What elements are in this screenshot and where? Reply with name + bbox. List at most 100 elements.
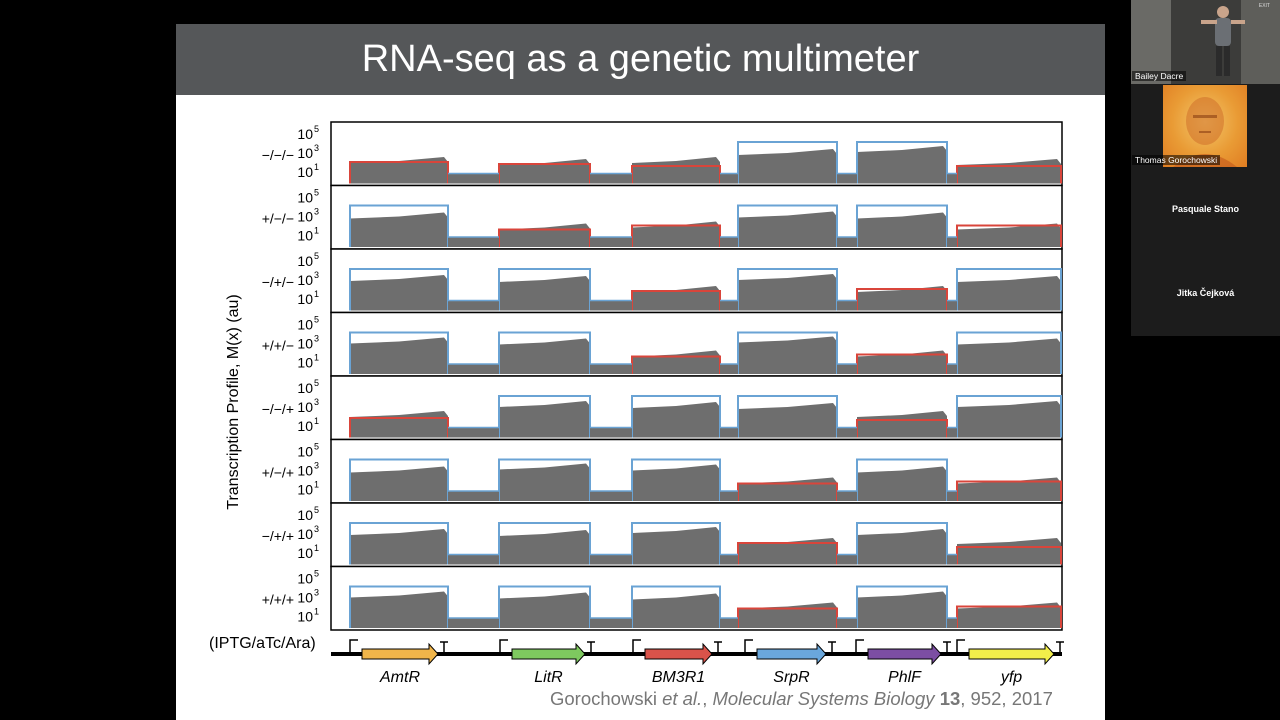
expression-fill [350, 212, 448, 247]
y-tick-exponent: 3 [314, 461, 319, 471]
model-step-line [631, 522, 721, 565]
gap-fill [590, 554, 632, 565]
gene-arrow-shape [756, 642, 827, 666]
y-tick-exponent: 5 [314, 124, 319, 134]
gap-fill [448, 491, 499, 501]
model-step-line [498, 522, 591, 565]
gap-fill [448, 364, 499, 374]
gap-fill [837, 427, 857, 438]
gap-fill [947, 300, 957, 311]
presentation-slide: RNA-seq as a genetic multimeter −/−/− 10 5… [176, 24, 1105, 720]
promoter-glyph [956, 639, 965, 654]
expression-fill [499, 159, 590, 184]
gene-label: SrpR [773, 669, 810, 686]
gap-fill [720, 237, 738, 247]
gene-arrow: LitR [499, 639, 595, 686]
gap-fill [590, 618, 632, 628]
y-tick-label: 10 [297, 209, 313, 225]
expression-fill [857, 350, 947, 374]
y-tick-exponent: 3 [314, 524, 319, 534]
y-tick-exponent: 5 [314, 251, 319, 261]
expression-fill [738, 274, 837, 311]
participant-tile-pasquale[interactable]: Pasquale Stano [1131, 168, 1280, 252]
gap-fill [590, 300, 632, 311]
gap-fill [448, 173, 499, 184]
gene-arrow-shape [867, 642, 942, 666]
gap-fill [947, 618, 957, 628]
model-step-line [498, 331, 591, 374]
participant-name: Thomas Gorochowski [1132, 155, 1221, 165]
expression-fill [738, 538, 837, 565]
model-step-line [631, 458, 721, 501]
gene-arrow: SrpR [744, 639, 836, 686]
model-step-line [498, 458, 591, 501]
expression-fill [632, 402, 720, 438]
terminator-glyph [943, 641, 951, 654]
y-tick-label: 10 [297, 507, 313, 523]
promoter-glyph [744, 639, 753, 654]
expression-fill [350, 275, 448, 311]
model-step-line [349, 204, 449, 247]
gap-fill [947, 364, 957, 374]
expression-fill [499, 592, 590, 628]
terminator-glyph [1056, 641, 1064, 654]
y-tick-exponent: 3 [314, 270, 319, 280]
terminator-glyph [587, 641, 595, 654]
y-tick-exponent: 5 [314, 188, 319, 198]
promoter-glyph [349, 639, 358, 654]
condition-label: +/+/− [262, 337, 294, 353]
gap-fill [720, 427, 738, 438]
promoter-glyph [499, 639, 508, 654]
citation-journal: Molecular Systems Biology [712, 688, 935, 709]
y-tick-exponent: 3 [314, 397, 319, 407]
y-tick-exponent: 1 [314, 416, 319, 426]
exit-sign: EXIT [1258, 3, 1270, 9]
participant-tile-thomas[interactable]: Thomas Gorochowski [1131, 84, 1280, 168]
expression-fill [957, 276, 1061, 311]
expression-fill [499, 530, 590, 565]
gap-fill [590, 364, 632, 374]
participant-panel: EXIT Bailey Dacre Thomas Gorochowski Pas… [1131, 0, 1280, 336]
y-tick-exponent: 3 [314, 334, 319, 344]
model-step-line [631, 395, 721, 438]
participant-tile-bailey[interactable]: EXIT Bailey Dacre [1131, 0, 1280, 84]
participant-name: Pasquale Stano [1171, 204, 1240, 214]
y-tick-label: 10 [297, 590, 313, 606]
expression-fill [957, 602, 1061, 628]
participant-tile-jitka[interactable]: Jitka Čejková [1131, 252, 1280, 336]
gap-fill [837, 237, 857, 247]
gap-fill [590, 491, 632, 501]
model-step-line [349, 331, 449, 374]
gap-fill [720, 173, 738, 184]
expression-fill [632, 464, 720, 501]
expression-fill [350, 466, 448, 501]
y-tick-label: 10 [297, 482, 313, 498]
condition-label: −/+/− [262, 274, 294, 290]
model-step-line [737, 395, 838, 438]
citation-authors: Gorochowski [550, 688, 663, 709]
gap-fill [448, 618, 499, 628]
model-step-line [349, 522, 449, 565]
y-tick-label: 10 [297, 444, 313, 460]
gene-arrow-shape [361, 642, 439, 666]
y-tick-label: 10 [297, 253, 313, 269]
gap-fill [947, 554, 957, 565]
condition-label: +/+/+ [262, 591, 294, 607]
y-tick-exponent: 1 [314, 480, 319, 490]
expression-fill [857, 146, 947, 184]
y-tick-label: 10 [297, 317, 313, 333]
model-step-line [856, 522, 948, 565]
expression-fill [857, 466, 947, 501]
gap-fill [947, 173, 957, 184]
y-tick-label: 10 [297, 545, 313, 561]
y-tick-label: 10 [297, 571, 313, 587]
gap-fill [590, 173, 632, 184]
y-tick-exponent: 3 [314, 143, 319, 153]
y-tick-exponent: 3 [314, 588, 319, 598]
y-tick-label: 10 [297, 463, 313, 479]
y-tick-label: 10 [297, 418, 313, 434]
gene-label: LitR [534, 669, 563, 686]
y-tick-label: 10 [297, 126, 313, 142]
